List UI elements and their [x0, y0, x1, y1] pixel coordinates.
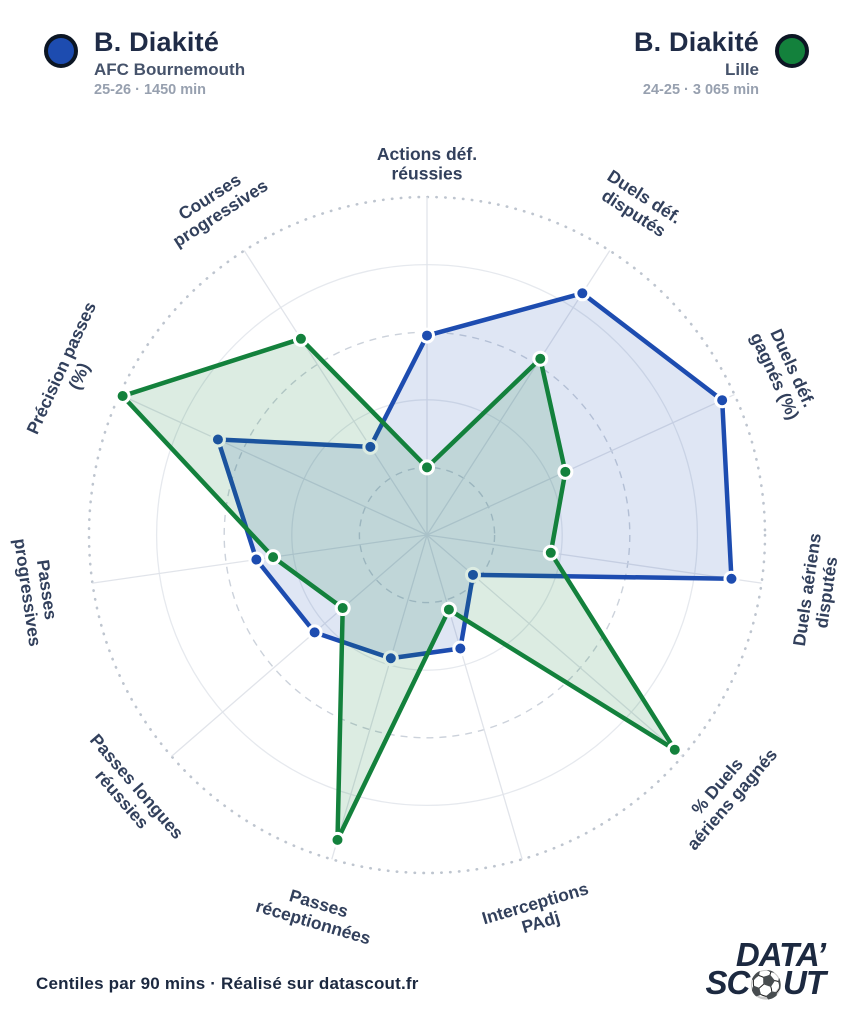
radar-data-point — [542, 544, 559, 561]
player-name: B. Diakité — [94, 27, 220, 57]
radar-axis-label: Coursesprogressives — [158, 159, 271, 251]
radar-data-point — [114, 387, 131, 404]
radar-data-point — [306, 624, 323, 641]
radar-data-point — [382, 650, 399, 667]
radar-data-point — [362, 438, 379, 455]
radar-data-point — [723, 570, 740, 587]
radar-data-point — [334, 600, 351, 617]
radar-data-point — [714, 392, 731, 409]
radar-data-point — [209, 431, 226, 448]
radar-data-point — [666, 741, 683, 758]
player-card-left: B. Diakité AFC Bournemouth 25-26 · 1450 … — [44, 27, 246, 98]
radar-spoke — [119, 393, 428, 536]
radar-data-point — [248, 551, 265, 568]
radar-spoke — [426, 534, 523, 860]
radar-axis-label: Duels aériensdisputés — [789, 532, 844, 651]
radar-axis-label: Duels déf.gagnés (%) — [746, 321, 821, 422]
legend-swatch-green — [775, 34, 809, 68]
radar-data-point — [574, 285, 591, 302]
player-team: AFC Bournemouth — [94, 59, 246, 79]
radar-data-point — [440, 601, 457, 618]
radar-spoke — [426, 393, 735, 536]
player-name: B. Diakité — [633, 27, 759, 57]
radar-axis-label: Duels déf.disputés — [593, 166, 685, 245]
logo-line-1: DATA’ — [735, 936, 826, 973]
soccer-ball-icon: ⚽ — [749, 970, 783, 1001]
legend-swatch-blue — [44, 34, 78, 68]
footer-caption: Centiles par 90 mins · Réalisé sur datas… — [36, 974, 419, 993]
radar-axis-label: Précision passes(%) — [22, 299, 118, 446]
radar-axis-label: Passesprogressives — [10, 534, 65, 648]
logo-line-2: SC⚽UT — [705, 964, 826, 1002]
player-team: Lille — [724, 59, 759, 79]
radar-data-point — [532, 350, 549, 367]
radar-axis-label: InterceptionsPAdj — [480, 878, 597, 947]
radar-data-point — [419, 327, 435, 344]
radar-axis-label: Passes longuesréussies — [71, 730, 188, 856]
radar-axis-label: Actions déf. réussies — [377, 144, 477, 184]
radar-spoke — [426, 534, 762, 584]
radar-spoke — [331, 534, 428, 860]
player-meta: 25-26 · 1450 min — [94, 81, 207, 98]
radar-data-point — [265, 549, 282, 566]
radar-data-point — [464, 566, 481, 583]
radar-data-point — [452, 640, 469, 657]
player-card-right: B. Diakité Lille 24-25 · 3 065 min — [633, 27, 809, 98]
datascout-logo: DATA’ SC⚽UT — [705, 936, 826, 1002]
radar-data-point — [329, 831, 346, 848]
radar-data-point — [419, 459, 435, 476]
radar-series-green — [120, 336, 678, 843]
radar-axis-label: % Duelsaériens gagnés — [668, 731, 782, 853]
radar-data-point — [292, 330, 309, 347]
player-meta: 24-25 · 3 065 min — [642, 81, 759, 98]
radar-spoke — [243, 250, 428, 536]
radar-spoke — [171, 534, 428, 757]
radar-data-point — [557, 463, 574, 480]
radar-axis-label: Passesréceptionnées — [254, 877, 379, 949]
